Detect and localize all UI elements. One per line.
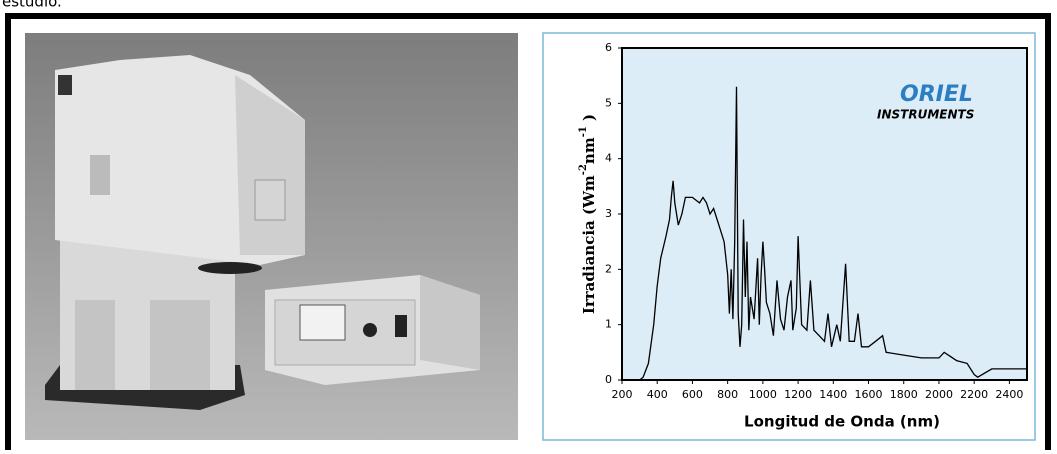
y-axis-label: Irradiancia (Wm-2nm-1 ) — [578, 114, 599, 314]
x-tick-label: 2200 — [960, 388, 988, 401]
x-tick-label: 1400 — [819, 388, 847, 401]
x-tick-label: 2400 — [995, 388, 1023, 401]
x-tick-label: 600 — [682, 388, 703, 401]
y-label-sup: -1 — [578, 126, 589, 137]
x-tick-label: 200 — [612, 388, 633, 401]
x-tick-label: 2000 — [925, 388, 953, 401]
x-tick-label: 1200 — [784, 388, 812, 401]
y-label-sup: -2 — [578, 164, 589, 175]
y-tick-label: 5 — [605, 96, 612, 109]
y-label-part: nm — [580, 137, 598, 164]
logo-brand: ORIEL — [900, 82, 973, 107]
x-tick-label: 1000 — [749, 388, 777, 401]
x-tick-label: 800 — [717, 388, 738, 401]
x-tick-label: 400 — [647, 388, 668, 401]
y-tick-label: 4 — [605, 152, 612, 165]
y-label-part: Irradiancia (Wm — [580, 175, 598, 314]
y-tick-label: 0 — [605, 373, 612, 386]
y-tick-label: 6 — [605, 41, 612, 54]
logo-subtitle: INSTRUMENTS — [877, 108, 974, 122]
page: estudio. ORIEL INSTRUMENTS Longitud de O… — [0, 0, 1057, 450]
photo — [25, 33, 518, 440]
x-tick-label: 1800 — [890, 388, 918, 401]
x-axis-label: Longitud de Onda (nm) — [744, 413, 940, 431]
x-tick-label: 1600 — [855, 388, 883, 401]
caption: estudio. — [2, 0, 62, 11]
y-tick-label: 3 — [605, 207, 612, 220]
y-tick-label: 1 — [605, 318, 612, 331]
y-tick-label: 2 — [605, 262, 612, 275]
screenshot: estudio. ORIEL INSTRUMENTS Longitud de O… — [0, 0, 1057, 450]
y-label-part: ) — [580, 114, 598, 126]
